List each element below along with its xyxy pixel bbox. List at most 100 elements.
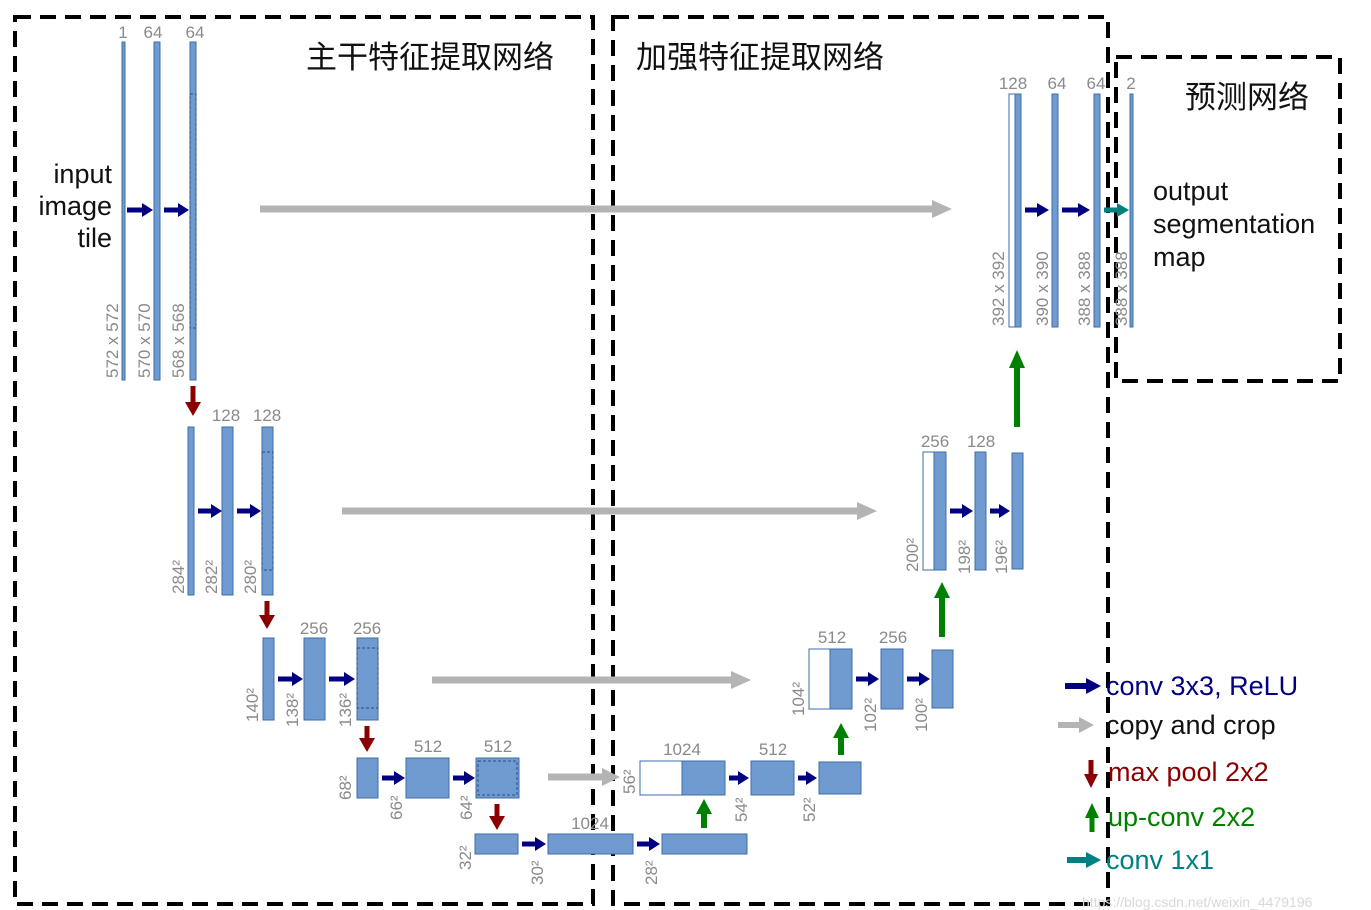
feature-map-388 — [1093, 93, 1101, 328]
feature-map-input — [121, 41, 126, 381]
feature-map-100 — [931, 649, 954, 709]
size-68: 68² — [336, 775, 355, 800]
feature-map-56-copied — [639, 760, 683, 796]
legend-conv-label: conv 3x3, ReLU — [1106, 671, 1298, 701]
decoder-level-2: 256 128 200² 198² 196² — [903, 432, 1024, 574]
size-52: 52² — [800, 797, 819, 822]
crop-region-568 — [189, 93, 197, 329]
conv-arrow-d4a-head — [738, 771, 749, 785]
size-56: 56² — [620, 769, 639, 794]
size-388: 388 x 388 — [1075, 251, 1094, 326]
legend-upconv-swatch-head — [1085, 803, 1099, 818]
feature-map-200-copied — [922, 451, 935, 571]
size-66: 66² — [387, 795, 406, 820]
conv-arrow-d3b-head — [919, 672, 930, 686]
feature-map-66 — [405, 757, 450, 799]
bottleneck: 1024 32² 30² 28² — [456, 814, 748, 885]
size-284: 284² — [169, 560, 188, 594]
feature-map-104-copied — [808, 648, 831, 710]
watermark: https://blog.csdn.net/weixin_4479196 — [1082, 894, 1313, 910]
size-30: 30² — [528, 860, 547, 885]
channels-l1-in: 1 — [118, 23, 127, 42]
feature-map-390 — [1051, 93, 1059, 328]
conv-arrow-b1-head — [535, 837, 546, 851]
legend-pool-label: max pool 2x2 — [1108, 757, 1269, 787]
upconv-arrow-3 — [833, 723, 849, 755]
feature-map-392-copied — [1008, 93, 1016, 328]
legend-copy-label: copy and crop — [1106, 710, 1276, 740]
legend: conv 3x3, ReLU copy and crop max pool 2x… — [1058, 671, 1298, 875]
channels-l3-b: 256 — [353, 619, 381, 638]
channels-l1-a: 64 — [144, 23, 163, 42]
upconv-arrow-2 — [934, 582, 950, 637]
feature-map-102 — [880, 648, 904, 710]
feature-map-198 — [974, 451, 987, 571]
channels-l4-a: 512 — [414, 737, 442, 756]
conv-arrow-e3a-head — [292, 672, 303, 686]
size-570: 570 x 570 — [135, 303, 154, 378]
size-280: 280² — [241, 560, 260, 594]
output-label-line3: map — [1153, 242, 1206, 272]
size-136: 136² — [336, 693, 355, 727]
output-label-line2: segmentation — [1153, 209, 1315, 239]
size-28: 28² — [642, 860, 661, 885]
crop-region-64 — [477, 760, 518, 796]
size-54: 54² — [732, 797, 751, 822]
size-388-out: 388 x 388 — [1112, 251, 1131, 326]
pool-arrow-2-head — [259, 615, 275, 629]
enhance-title: 加强特征提取网络 — [636, 40, 884, 76]
upconv-arrow-4-head — [696, 799, 712, 814]
size-138: 138² — [283, 693, 302, 727]
feature-map-104-up — [829, 648, 853, 710]
feature-map-68 — [356, 757, 379, 799]
size-64: 64² — [457, 795, 476, 820]
output-label-line1: output — [1153, 176, 1229, 206]
conv1x1-arrow-head — [1117, 203, 1129, 217]
channels-u2-b: 128 — [967, 432, 995, 451]
conv-arrow-d2b-head — [999, 504, 1010, 518]
legend-conv1x1-swatch-head — [1086, 852, 1101, 868]
feature-map-282 — [221, 426, 234, 596]
feature-map-284 — [187, 426, 195, 596]
legend-conv-swatch-head — [1086, 678, 1101, 694]
feature-map-28 — [661, 833, 748, 855]
input-label-line1: input — [53, 159, 112, 189]
upconv-arrow-3-head — [833, 723, 849, 738]
channels-l2-a: 128 — [212, 406, 240, 425]
channels-u1-b: 64 — [1048, 74, 1067, 93]
pool-arrow-4-head — [489, 816, 505, 830]
feature-map-64 — [475, 757, 520, 799]
channels-l1-b: 64 — [186, 23, 205, 42]
channels-u1-a: 128 — [999, 74, 1027, 93]
size-102: 102² — [861, 698, 880, 732]
size-282: 282² — [202, 560, 221, 594]
backbone-title: 主干特征提取网络 — [306, 40, 554, 76]
pool-arrow-4 — [489, 804, 505, 830]
size-196: 196² — [992, 540, 1011, 574]
pool-arrow-3-head — [359, 738, 375, 752]
channels-u4-b: 512 — [759, 740, 787, 759]
conv-arrow-e2a-head — [211, 504, 222, 518]
channels-out: 2 — [1126, 74, 1135, 93]
conv-arrow-e4b-head — [464, 771, 475, 785]
size-198: 198² — [955, 540, 974, 574]
channels-u2-a: 256 — [921, 432, 949, 451]
channels-u4-a: 1024 — [663, 740, 701, 759]
size-200: 200² — [903, 538, 922, 572]
feature-map-56-up — [681, 760, 726, 796]
legend-upconv-label: up-conv 2x2 — [1108, 802, 1255, 832]
feature-map-570 — [153, 41, 161, 381]
encoder-level-4: 512 512 68² 66² 64² — [336, 737, 520, 820]
conv-arrow-e2b-head — [250, 504, 261, 518]
copy-arrow-4-head — [602, 768, 620, 786]
size-104: 104² — [789, 682, 808, 716]
feature-map-196 — [1011, 452, 1024, 570]
feature-map-30 — [547, 833, 634, 855]
feature-map-200-up — [933, 451, 947, 571]
upconv-arrow-4 — [696, 799, 712, 828]
size-100: 100² — [912, 698, 931, 732]
input-label-line3: tile — [77, 223, 112, 253]
encoder-level-1: 1 64 64 572 x 572 570 x 570 568 x 568 — [103, 23, 205, 381]
crop-region-136 — [356, 647, 379, 709]
